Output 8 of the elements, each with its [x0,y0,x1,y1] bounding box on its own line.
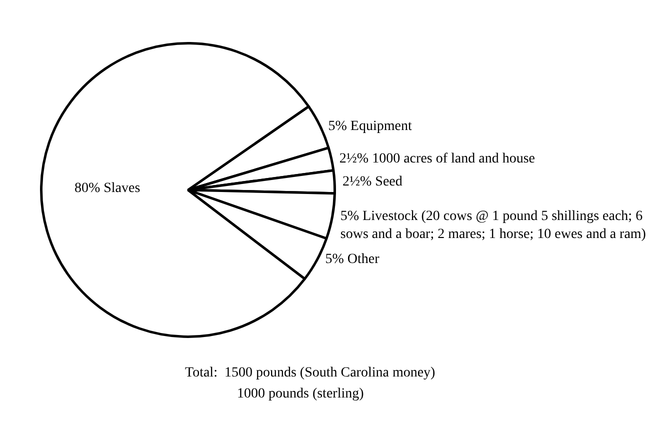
slice-label: 5% Equipment [328,119,412,134]
slice-label: 5% Livestock (20 cows @ 1 pound 5 shillings each; 6 sows and a boar; 2 mares; 1 horse; 10 ewes and a ram) [340,208,646,242]
slice-label: 80% Slaves [74,180,140,196]
slice-label: 2½% 1000 acres of land and house [339,152,535,167]
slice-label: 5% Other [325,252,380,268]
text: 1000 pounds (sterling) [237,386,364,402]
text: Total: 1500 pounds (South Carolina money) [185,366,436,381]
slice-label: 2½% Seed [342,174,402,190]
